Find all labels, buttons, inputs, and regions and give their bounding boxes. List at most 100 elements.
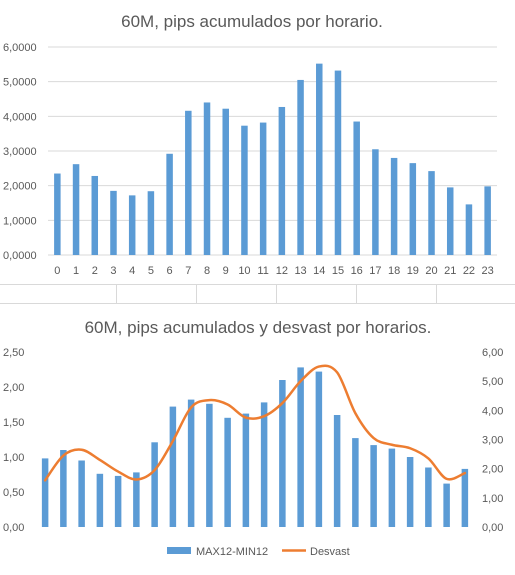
chart1-x-tick-label: 6: [167, 265, 173, 277]
chart1-x-tick-label: 10: [238, 265, 250, 277]
chart2-left-y-axis: 0,00 0,50 1,00 1,50 2,00 2,50: [3, 347, 24, 534]
chart1-bar: [446, 187, 454, 255]
chart1-x-tick-label: 1: [73, 265, 79, 277]
chart1-bar: [166, 153, 173, 255]
chart2-bar: [443, 483, 450, 527]
chart2-bar: [315, 371, 323, 527]
chart2-legend: MAX12-MIN12 Desvast: [167, 546, 350, 558]
chart1-x-tick-label: 0: [54, 265, 60, 277]
chart1-x-tick-label: 20: [425, 265, 437, 277]
chart1-bar: [222, 108, 229, 255]
pips-by-hour-chart: 60M, pips acumulados por horario. 0,0000…: [3, 12, 497, 277]
chart1-y-tick-label: 6,0000: [3, 42, 37, 54]
chart1-x-tick-label: 16: [351, 265, 363, 277]
chart1-bar: [259, 122, 267, 255]
chart2-bar: [352, 438, 359, 527]
chart1-x-tick-label: 7: [185, 265, 191, 277]
chart2-right-y-tick-label: 6,00: [482, 347, 503, 359]
chart1-x-tick-label: 15: [332, 265, 344, 277]
chart2-bar: [370, 445, 377, 527]
chart2-left-y-tick-label: 2,50: [3, 347, 24, 359]
chart1-bar: [147, 191, 155, 255]
chart1-bars: [54, 63, 491, 256]
chart1-bar: [185, 110, 192, 255]
chart1-bar: [54, 173, 61, 255]
chart1-bar: [390, 157, 398, 255]
chart2-right-y-tick-label: 2,00: [482, 464, 503, 476]
chart1-x-tick-label: 8: [204, 265, 210, 277]
chart1-bar: [241, 125, 248, 256]
chart2-bar: [242, 413, 250, 527]
chart2-bar: [187, 399, 195, 527]
chart2-right-y-tick-label: 3,00: [482, 435, 503, 447]
chart1-x-axis: 0 1 2 3 4 5 6 7 8 9 10 11 12 13 14 15 16 17 18 19 20 21 22 23: [54, 265, 493, 277]
chart1-x-tick-label: 17: [369, 265, 381, 277]
chart2-left-y-tick-label: 0,00: [3, 522, 24, 534]
chart2-bar: [388, 448, 396, 527]
desvast-line-path: [43, 364, 467, 482]
chart1-bar: [278, 106, 286, 256]
legend-label-desvast: Desvast: [310, 546, 350, 558]
chart1-y-axis: 0,0000 1,0000 2,0000 3,0000 4,0000 5,0000 6,00…: [3, 42, 37, 262]
worksheet-row-separator: [0, 284, 515, 304]
chart1-gridlines: [48, 46, 497, 256]
chart1-bar: [72, 164, 80, 255]
chart2-left-y-tick-label: 2,00: [3, 382, 24, 394]
chart2-right-y-tick-label: 1,00: [482, 493, 503, 505]
chart2-left-y-tick-label: 1,00: [3, 452, 24, 464]
chart1-y-tick-label: 2,0000: [3, 181, 37, 193]
chart1-x-tick-label: 11: [257, 265, 268, 277]
chart1-bar: [203, 102, 211, 255]
chart2-bar: [78, 460, 85, 527]
chart2-bar: [169, 406, 177, 527]
chart2-bar: [96, 473, 104, 527]
chart2-bar: [133, 472, 140, 527]
chart1-x-tick-label: 21: [444, 265, 456, 277]
chart1-bar: [297, 79, 304, 255]
chart1-x-tick-label: 22: [463, 265, 475, 277]
chart1-bar: [91, 175, 99, 255]
chart1-bar: [316, 63, 323, 255]
chart1-x-tick-label: 23: [482, 265, 494, 277]
chart1-bar: [484, 186, 491, 255]
chart1-bar: [334, 70, 342, 255]
chart1-x-tick-label: 14: [313, 265, 325, 277]
chart1-title: 60M, pips acumulados por horario.: [121, 12, 383, 31]
chart2-title: 60M, pips acumulados y desvast por horar…: [85, 318, 432, 337]
chart1-bar: [465, 204, 473, 255]
pips-and-stdev-chart: 60M, pips acumulados y desvast por horar…: [3, 318, 503, 558]
chart1-x-tick-label: 18: [388, 265, 400, 277]
chart2-bar: [406, 457, 414, 527]
chart1-bar: [372, 149, 379, 255]
chart2-bar: [224, 417, 231, 527]
chart2-right-y-tick-label: 5,00: [482, 376, 503, 388]
chart2-left-y-tick-label: 1,50: [3, 417, 24, 429]
chart2-bar: [41, 458, 49, 527]
chart1-bar: [110, 190, 117, 255]
chart2-bar: [297, 367, 304, 527]
chart2-bar: [114, 475, 122, 527]
legend-label-max12-min12: MAX12-MIN12: [196, 546, 268, 558]
chart2-left-y-tick-label: 0,50: [3, 487, 24, 499]
chart1-x-tick-label: 12: [276, 265, 288, 277]
chart2-right-y-tick-label: 0,00: [482, 522, 503, 534]
chart1-bar: [409, 163, 417, 255]
chart1-y-tick-label: 3,0000: [3, 146, 37, 158]
legend-swatch-max12-min12: [167, 547, 191, 554]
chart1-y-tick-label: 4,0000: [3, 111, 37, 123]
chart1-x-tick-label: 13: [294, 265, 306, 277]
chart1-x-tick-label: 4: [129, 265, 135, 277]
chart2-bar: [279, 380, 286, 527]
chart1-x-tick-label: 3: [110, 265, 116, 277]
chart2-bar: [333, 415, 341, 527]
chart2-bar: [260, 402, 268, 527]
chart2-bars: [41, 367, 469, 527]
chart2-right-y-tick-label: 4,00: [482, 405, 503, 417]
chart2-bar: [151, 442, 158, 527]
chart1-bar: [428, 171, 435, 255]
chart2-bar: [425, 467, 432, 527]
chart1-x-tick-label: 9: [223, 265, 229, 277]
chart2-bar: [206, 403, 213, 527]
chart1-y-tick-label: 5,0000: [3, 77, 37, 89]
chart1-bar: [128, 195, 136, 255]
